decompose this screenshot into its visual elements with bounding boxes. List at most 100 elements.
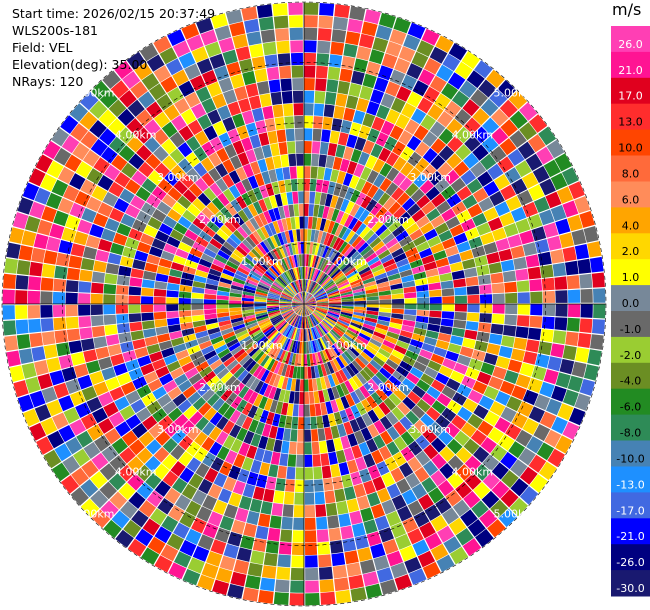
velocity-cell bbox=[500, 259, 515, 272]
velocity-cell bbox=[374, 272, 388, 281]
velocity-cell bbox=[291, 542, 304, 556]
velocity-cell bbox=[327, 143, 338, 157]
velocity-cell bbox=[246, 445, 258, 459]
velocity-cell bbox=[158, 258, 173, 269]
velocity-cell bbox=[335, 255, 346, 267]
colorbar-unit: m/s bbox=[612, 0, 642, 19]
velocity-cell bbox=[554, 153, 572, 172]
velocity-cell bbox=[296, 267, 300, 280]
velocity-cell bbox=[462, 338, 476, 349]
velocity-cell bbox=[204, 467, 219, 483]
velocity-cell bbox=[360, 329, 373, 338]
velocity-cell bbox=[314, 289, 325, 298]
velocity-cell bbox=[202, 421, 216, 436]
velocity-cell bbox=[286, 256, 293, 269]
velocity-cell bbox=[235, 507, 249, 523]
velocity-cell bbox=[174, 98, 190, 114]
velocity-cell bbox=[366, 362, 379, 375]
velocity-cell bbox=[311, 141, 321, 154]
velocity-cell bbox=[70, 390, 86, 407]
velocity-cell bbox=[344, 331, 357, 341]
velocity-cell bbox=[304, 229, 308, 242]
velocity-cell bbox=[577, 258, 592, 274]
velocity-cell bbox=[407, 500, 424, 516]
velocity-cell bbox=[317, 230, 324, 244]
velocity-cell bbox=[181, 361, 195, 373]
velocity-cell bbox=[537, 251, 552, 266]
velocity-cell bbox=[330, 425, 340, 439]
velocity-cell bbox=[288, 340, 295, 352]
velocity-cell bbox=[257, 81, 270, 95]
velocity-cell bbox=[483, 411, 500, 427]
colorbar-tick-label: 8.0 bbox=[622, 168, 640, 181]
colorbar-tick-label: -2.0 bbox=[620, 349, 641, 362]
velocity-cell bbox=[387, 273, 401, 281]
velocity-cell bbox=[116, 314, 129, 324]
velocity-cell bbox=[423, 261, 437, 271]
velocity-cell bbox=[197, 114, 212, 130]
velocity-cell bbox=[384, 456, 399, 472]
velocity-cell bbox=[220, 352, 233, 363]
velocity-cell bbox=[508, 90, 528, 110]
velocity-cell bbox=[238, 442, 250, 457]
velocity-cell bbox=[350, 278, 363, 286]
velocity-cell bbox=[229, 292, 242, 298]
velocity-cell bbox=[256, 288, 268, 295]
velocity-cell bbox=[272, 248, 281, 261]
velocity-cell bbox=[349, 175, 360, 189]
velocity-cell bbox=[547, 235, 562, 251]
velocity-cell bbox=[203, 304, 216, 310]
velocity-cell bbox=[281, 292, 293, 299]
velocity-cell bbox=[315, 309, 327, 316]
velocity-cell bbox=[220, 245, 233, 256]
velocity-cell bbox=[367, 216, 379, 229]
velocity-cell bbox=[559, 232, 574, 248]
velocity-cell bbox=[214, 254, 228, 264]
velocity-cell bbox=[292, 300, 304, 304]
velocity-cell bbox=[335, 398, 345, 411]
velocity-cell bbox=[136, 407, 152, 422]
velocity-cell bbox=[380, 120, 395, 136]
velocity-cell bbox=[179, 310, 192, 318]
velocity-cell bbox=[265, 183, 275, 197]
velocity-cell bbox=[283, 289, 294, 298]
velocity-cell bbox=[329, 302, 342, 304]
velocity-cell bbox=[328, 307, 341, 312]
velocity-cell bbox=[243, 317, 257, 324]
velocity-cell bbox=[319, 579, 335, 593]
velocity-cell bbox=[276, 320, 287, 331]
velocity-cell bbox=[172, 40, 191, 58]
velocity-cell bbox=[429, 304, 442, 311]
velocity-cell bbox=[423, 86, 440, 103]
velocity-cell bbox=[219, 555, 236, 571]
velocity-cell bbox=[265, 327, 276, 338]
velocity-cell bbox=[219, 323, 233, 331]
velocity-cell bbox=[235, 270, 248, 279]
velocity-cell bbox=[259, 279, 272, 287]
velocity-cell bbox=[407, 151, 422, 167]
velocity-cell bbox=[530, 304, 543, 316]
velocity-cell bbox=[266, 304, 279, 306]
velocity-cell bbox=[258, 132, 270, 146]
velocity-cell bbox=[226, 61, 242, 77]
velocity-cell bbox=[291, 242, 296, 255]
velocity-cell bbox=[455, 528, 474, 546]
velocity-cell bbox=[332, 565, 348, 579]
velocity-cell bbox=[143, 225, 158, 238]
elevation-label: Elevation(deg): 35.00 bbox=[12, 57, 148, 72]
velocity-cell bbox=[65, 292, 78, 304]
velocity-cell bbox=[429, 310, 442, 318]
velocity-cell bbox=[427, 275, 440, 284]
velocity-cell bbox=[322, 414, 330, 428]
velocity-cell bbox=[311, 153, 320, 167]
velocity-cell bbox=[301, 316, 304, 329]
velocity-cell bbox=[236, 399, 248, 413]
velocity-cell bbox=[304, 442, 312, 455]
velocity-cell bbox=[304, 304, 309, 316]
velocity-cell bbox=[388, 375, 402, 388]
velocity-cell bbox=[281, 309, 293, 316]
velocity-cell bbox=[126, 136, 144, 153]
velocity-cell bbox=[234, 273, 247, 282]
velocity-cell bbox=[243, 388, 254, 402]
velocity-cell bbox=[132, 219, 147, 233]
